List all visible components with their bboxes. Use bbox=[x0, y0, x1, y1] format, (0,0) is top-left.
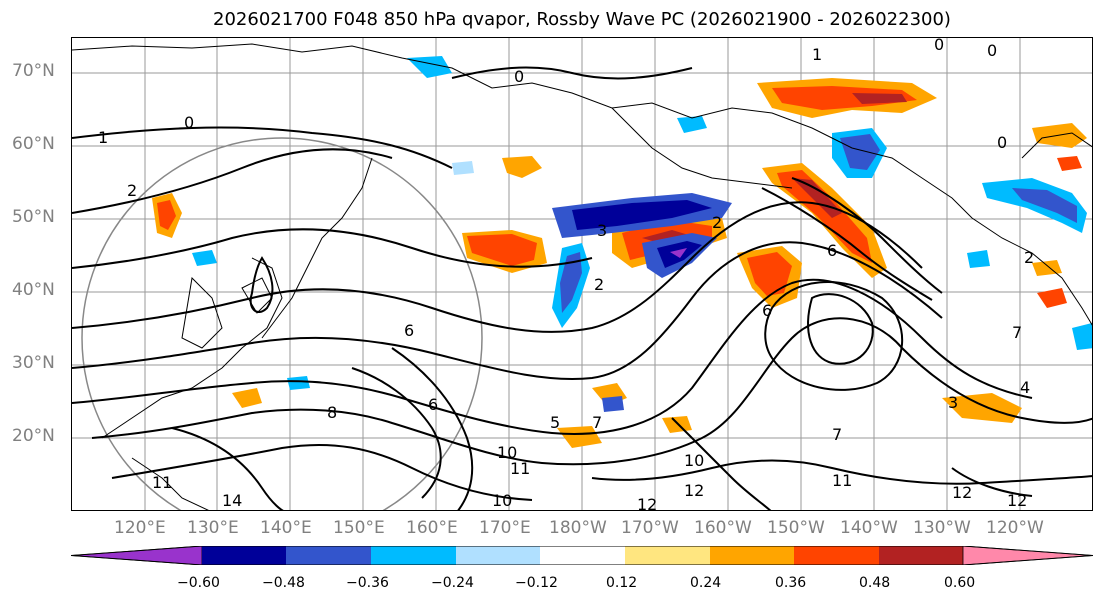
colorbar-segment bbox=[794, 546, 879, 565]
contour-label: 6 bbox=[762, 301, 772, 320]
contour-label: 2 bbox=[712, 213, 722, 232]
lat-label-30n: 30°N bbox=[12, 353, 55, 373]
contour-label: 12 bbox=[1007, 491, 1027, 510]
lon-label-150w: 150°W bbox=[767, 518, 825, 538]
contour-label: 11 bbox=[152, 473, 172, 492]
lon-label-140w: 140°W bbox=[840, 518, 898, 538]
lon-label-160e: 160°E bbox=[406, 518, 458, 538]
contour-label: 12 bbox=[684, 481, 704, 500]
lat-label-70n: 70°N bbox=[12, 61, 55, 81]
contour-label: 10 bbox=[497, 443, 517, 462]
colorbar-segment bbox=[879, 546, 963, 565]
colorbar-tick: −0.24 bbox=[431, 575, 474, 591]
contour-label: 4 bbox=[1020, 378, 1030, 397]
contour-label: 0 bbox=[184, 113, 194, 132]
contour-label: 0 bbox=[997, 133, 1007, 152]
lon-label-120w: 120°W bbox=[986, 518, 1044, 538]
contour-label: 12 bbox=[952, 483, 972, 502]
colorbar-tick: 0.48 bbox=[859, 575, 891, 591]
contour-label: 2 bbox=[594, 275, 604, 294]
lon-label-140e: 140°E bbox=[260, 518, 312, 538]
lon-label-180w: 180°W bbox=[549, 518, 607, 538]
lat-label-50n: 50°N bbox=[12, 207, 55, 227]
colorbar-segment bbox=[456, 546, 540, 565]
lat-label-20n: 20°N bbox=[12, 426, 55, 446]
lon-label-170w: 170°W bbox=[621, 518, 679, 538]
lon-label-130w: 130°W bbox=[913, 518, 971, 538]
contour-label: 11 bbox=[832, 471, 852, 490]
colorbar-segment bbox=[710, 546, 794, 565]
colorbar-segment bbox=[625, 546, 710, 565]
contour-label: 7 bbox=[832, 425, 842, 444]
range-circle bbox=[81, 137, 483, 510]
colorbar-segment bbox=[286, 546, 371, 565]
lat-label-40n: 40°N bbox=[12, 280, 55, 300]
colorbar-segment bbox=[371, 546, 456, 565]
colorbar-tick: −0.12 bbox=[515, 575, 558, 591]
contour-label: 12 bbox=[637, 495, 657, 511]
map-panel: 0 0 1 0 0 1 0 2 2 2 2 3 6 6 6 5 6 7 7 7 … bbox=[71, 37, 1093, 511]
contour-label: 6 bbox=[404, 321, 414, 340]
colorbar-segment bbox=[202, 546, 286, 565]
positive-anomaly-fills bbox=[152, 78, 1087, 448]
contour-label: 0 bbox=[987, 41, 997, 60]
contour-label: 7 bbox=[592, 413, 602, 432]
contour-label: 5 bbox=[550, 413, 560, 432]
colorbar-segment bbox=[540, 546, 625, 565]
lon-label-170e: 170°E bbox=[479, 518, 531, 538]
colorbar-extend-high bbox=[962, 545, 1094, 566]
contour-label: 1 bbox=[98, 128, 108, 147]
contour-label: 8 bbox=[327, 403, 337, 422]
contour-label: 3 bbox=[948, 393, 958, 412]
colorbar-tick: 0.36 bbox=[775, 575, 807, 591]
colorbar-extend-low bbox=[70, 545, 203, 566]
lon-label-120e: 120°E bbox=[114, 518, 166, 538]
colorbar-tick: −0.60 bbox=[177, 575, 220, 591]
contour-label: 2 bbox=[1024, 248, 1034, 267]
contour-label: 0 bbox=[934, 38, 944, 54]
colorbar-graphic bbox=[70, 545, 1094, 566]
contour-label: 6 bbox=[827, 241, 837, 260]
contour-lines bbox=[72, 66, 1092, 510]
contour-label: 3 bbox=[597, 221, 607, 240]
contour-label: 10 bbox=[492, 491, 512, 510]
contour-label: 10 bbox=[684, 451, 704, 470]
contour-label: 11 bbox=[510, 459, 530, 478]
lon-label-150e: 150°E bbox=[333, 518, 385, 538]
map-title: 2026021700 F048 850 hPa qvapor, Rossby W… bbox=[213, 9, 951, 30]
colorbar bbox=[70, 545, 1094, 566]
contour-label: 1 bbox=[812, 45, 822, 64]
colorbar-tick: 0.12 bbox=[606, 575, 638, 591]
map-graphic: 0 0 1 0 0 1 0 2 2 2 2 3 6 6 6 5 6 7 7 7 … bbox=[72, 38, 1092, 511]
lon-label-160w: 160°W bbox=[694, 518, 752, 538]
contour-label: 14 bbox=[222, 491, 242, 510]
lat-label-60n: 60°N bbox=[12, 134, 55, 154]
coastlines bbox=[72, 43, 1092, 510]
contour-label: 7 bbox=[1012, 323, 1022, 342]
contour-label: 0 bbox=[514, 67, 524, 86]
contour-label: 2 bbox=[127, 181, 137, 200]
colorbar-tick: 0.60 bbox=[944, 575, 976, 591]
colorbar-tick: −0.36 bbox=[346, 575, 389, 591]
contour-label: 6 bbox=[428, 395, 438, 414]
colorbar-tick: −0.48 bbox=[262, 575, 305, 591]
lon-label-130e: 130°E bbox=[187, 518, 239, 538]
contour-label-group: 0 0 1 0 0 1 0 2 2 2 2 3 6 6 6 5 6 7 7 7 … bbox=[98, 38, 1034, 511]
colorbar-tick: 0.24 bbox=[690, 575, 722, 591]
